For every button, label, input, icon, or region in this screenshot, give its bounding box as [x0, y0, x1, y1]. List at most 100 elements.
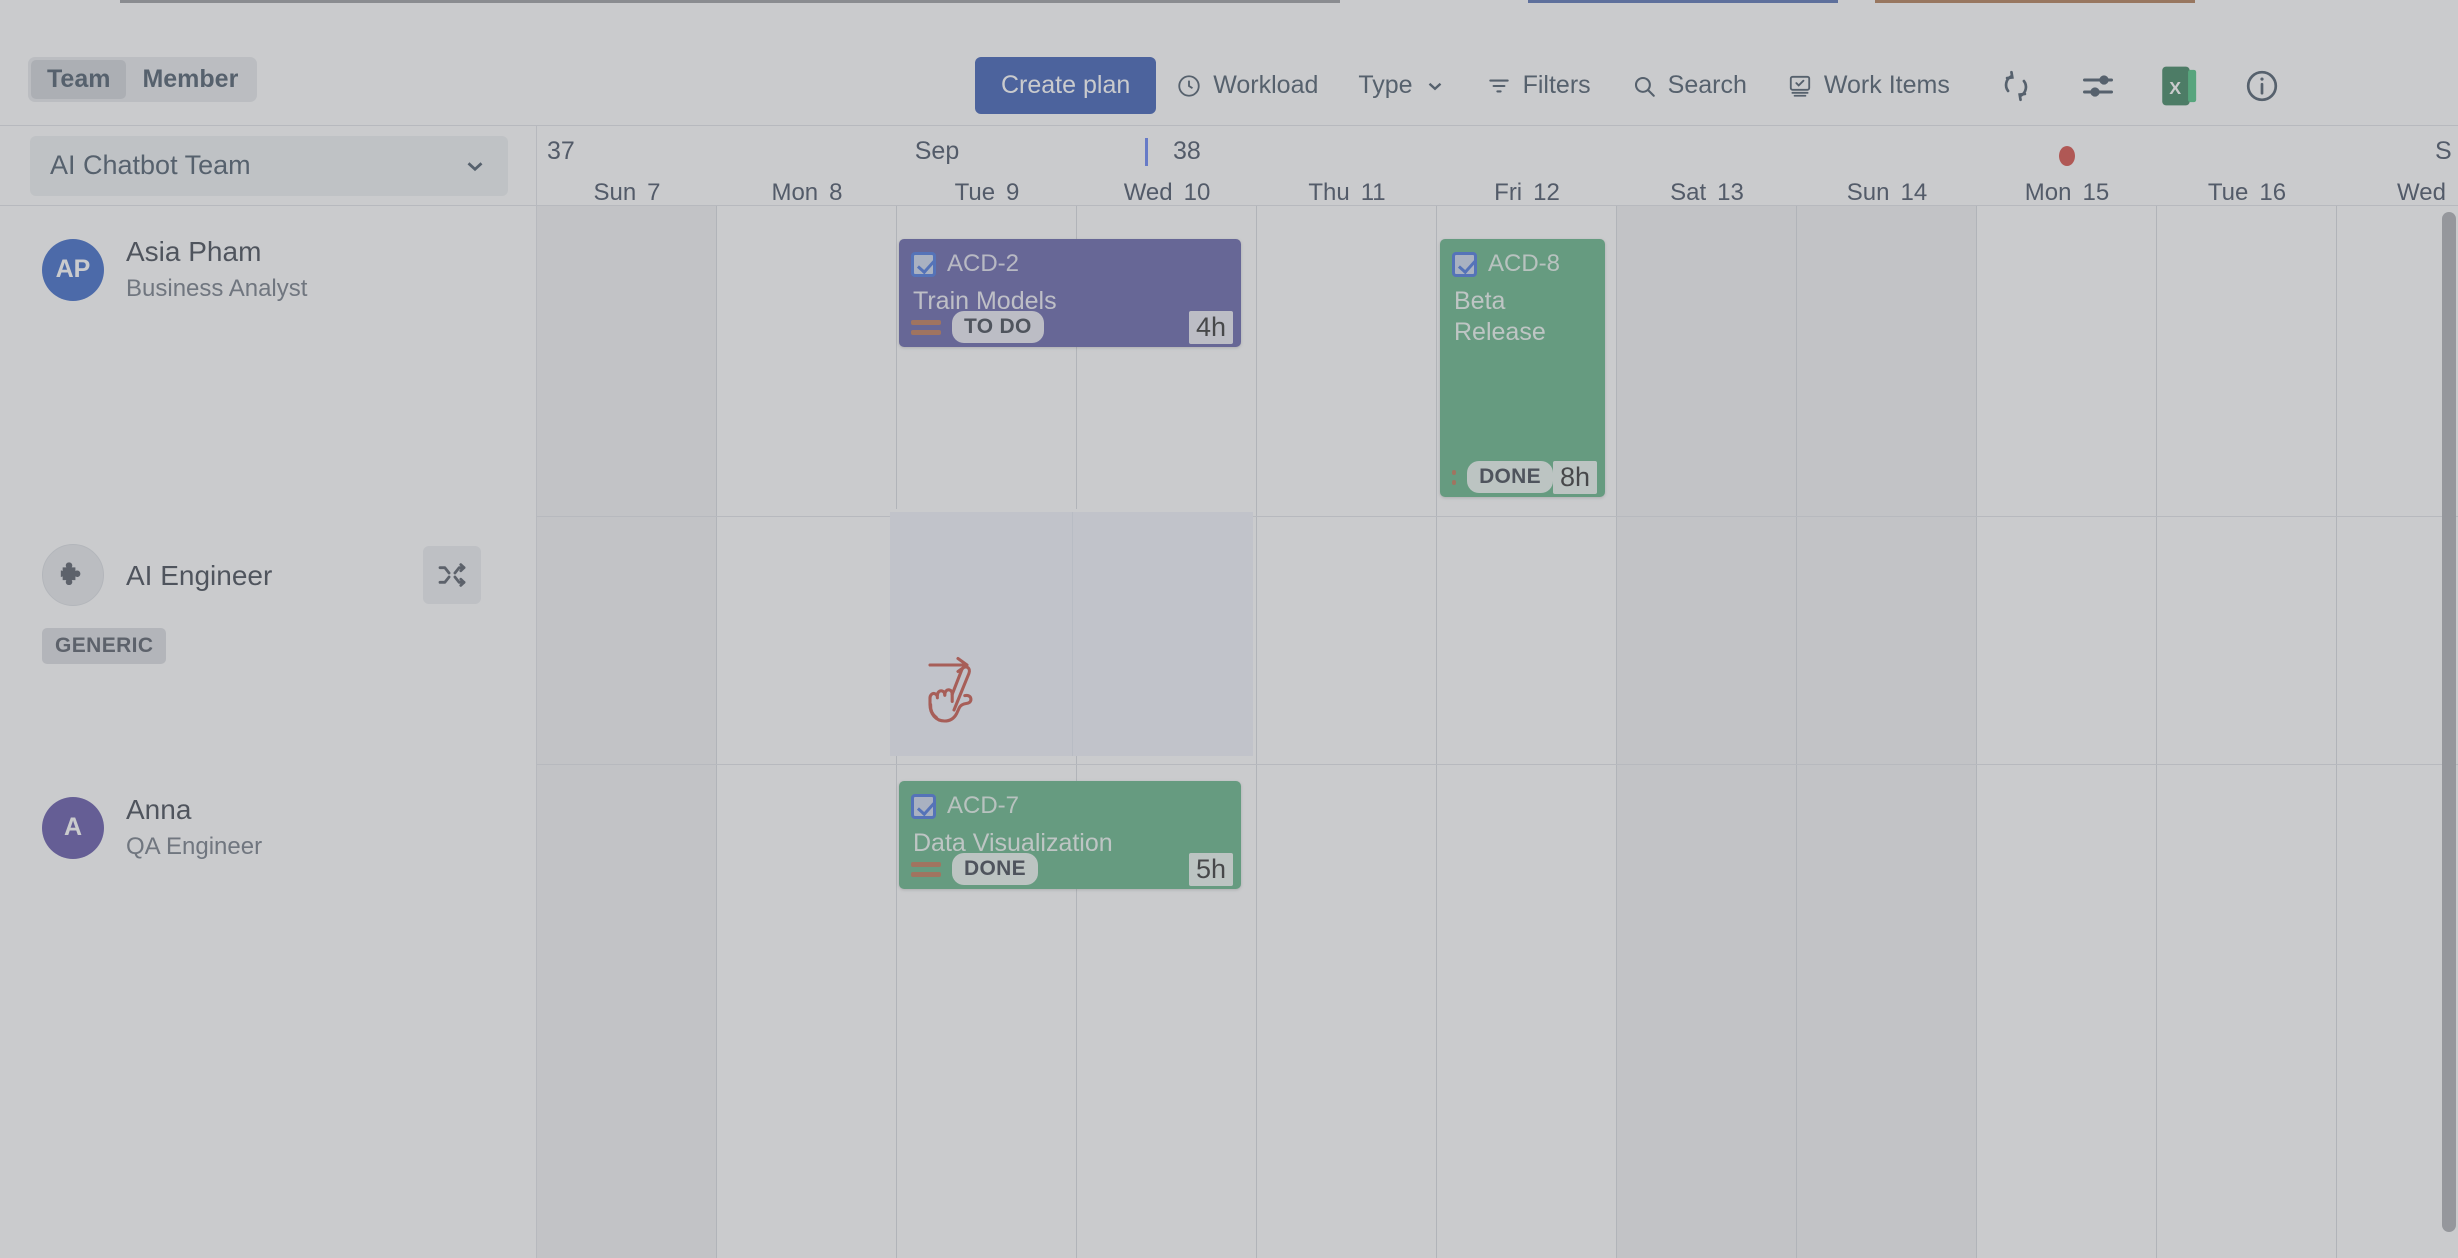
shuffle-icon[interactable] [423, 546, 481, 604]
view-toggle[interactable]: Team Member [28, 57, 258, 102]
view-toggle-member[interactable]: Member [142, 65, 239, 93]
day-number: 12 [1533, 179, 1560, 206]
status-badge: DONE [952, 853, 1038, 885]
card-footer: DONE 8h [1440, 457, 1605, 497]
day-header-cell: Wed [2337, 179, 2458, 206]
task-card[interactable]: ACD-2 Train Models TO DO 4h [899, 239, 1241, 347]
estimate-hours: 8h [1552, 460, 1597, 494]
day-of-week: Wed [2397, 179, 2446, 206]
puzzle-piece-icon [42, 544, 104, 606]
member-entry[interactable]: AP Asia Pham Business Analyst [0, 206, 536, 305]
task-card[interactable]: ACD-8 Beta Release DONE 8h [1440, 239, 1605, 497]
day-column[interactable] [2157, 206, 2337, 1258]
day-of-week: Sun [593, 179, 637, 206]
estimate-hours: 4h [1188, 310, 1233, 344]
toolbar-item-work-items-label: Work Items [1823, 71, 1950, 99]
top-strip-segment [120, 0, 1340, 3]
day-number: 11 [1360, 179, 1386, 206]
day-number: 9 [1006, 179, 1020, 206]
day-number: 14 [1900, 179, 1928, 206]
generic-badge: GENERIC [42, 628, 167, 664]
week-divider [1145, 138, 1148, 166]
card-header: ACD-8 [1440, 239, 1605, 278]
estimate-hours: 5h [1188, 852, 1233, 886]
member-entry[interactable]: AI Engineer [0, 516, 536, 606]
timeline-row: A Anna QA Engineer [0, 764, 2458, 1258]
day-of-week: Mon [771, 179, 819, 206]
sidebar-header: AI Chatbot Team [0, 126, 537, 206]
day-column[interactable] [1797, 206, 1977, 1258]
day-column[interactable] [2337, 206, 2458, 1258]
toolbar-item-search-label: Search [1667, 71, 1747, 99]
task-card[interactable]: ACD-7 Data Visualization DONE 5h [899, 781, 1241, 889]
day-header-cell: Thu 11 [1257, 179, 1437, 206]
card-header: ACD-2 [899, 239, 1241, 278]
priority-icon [911, 861, 941, 877]
task-checkbox-icon[interactable] [911, 251, 936, 277]
task-title: Beta Release [1454, 287, 1546, 347]
info-icon[interactable] [2234, 58, 2290, 114]
month-label-partial: S [2435, 137, 2452, 165]
top-cutoff-strip [0, 0, 2458, 13]
member-name: Anna [126, 794, 192, 825]
member-info: Anna QA Engineer [126, 792, 262, 863]
day-column[interactable] [537, 206, 717, 1258]
avatar: A [42, 796, 104, 859]
day-column[interactable] [1617, 206, 1797, 1258]
day-of-week: Mon [2024, 179, 2072, 206]
day-column[interactable] [1977, 206, 2157, 1258]
vertical-scrollbar[interactable] [2442, 212, 2456, 1252]
priority-icon [1452, 469, 1457, 485]
toolbar-item-filters[interactable]: Filters [1466, 61, 1611, 110]
toolbar-item-type[interactable]: Type [1338, 61, 1465, 110]
day-column[interactable] [1257, 206, 1437, 1258]
header-divider [537, 205, 2458, 206]
vertical-scrollbar-thumb[interactable] [2442, 212, 2456, 1232]
create-plan-button[interactable]: Create plan [975, 57, 1157, 114]
member-info: AI Engineer [126, 558, 272, 593]
day-of-week: Thu [1308, 179, 1350, 206]
day-header-cell: Sun 14 [1797, 179, 1977, 206]
top-strip-segment [1875, 0, 2195, 3]
day-columns [537, 206, 2458, 1258]
chevron-down-icon [1424, 75, 1446, 97]
day-header-cell: Mon 15 [1977, 179, 2157, 206]
task-checkbox-icon[interactable] [911, 793, 936, 819]
card-header: ACD-7 [899, 781, 1241, 820]
status-badge: TO DO [952, 311, 1044, 343]
day-number: 13 [1717, 179, 1744, 206]
task-checkbox-icon[interactable] [1452, 251, 1477, 277]
excel-export-icon[interactable]: X [2152, 58, 2208, 114]
team-selector-label: AI Chatbot Team [50, 150, 251, 180]
task-title: Train Models [913, 287, 1057, 315]
member-entry[interactable]: A Anna QA Engineer [0, 764, 536, 863]
task-key: ACD-8 [1488, 250, 1561, 277]
day-header-cell: Fri 12 [1437, 179, 1617, 206]
top-strip-segment [1528, 0, 1838, 3]
week-strip: 37 38 Sep S [537, 126, 2458, 180]
toolbar-item-work-items[interactable]: Work Items [1767, 61, 1970, 110]
toolbar-item-workload-label: Workload [1213, 71, 1319, 99]
week-number: 38 [1173, 137, 1201, 165]
day-of-week: Tue [954, 179, 996, 206]
day-of-week: Wed [1123, 179, 1173, 206]
refresh-icon[interactable] [1988, 58, 2044, 114]
card-footer: TO DO 4h [899, 307, 1241, 347]
settings-sliders-icon[interactable] [2070, 58, 2126, 114]
day-header-cell: Mon 8 [717, 179, 897, 206]
task-key: ACD-2 [947, 250, 1020, 277]
row-divider [0, 764, 2458, 765]
drop-zone[interactable] [890, 509, 1253, 756]
day-strip: Sun 7 Mon 8 Tue 9 Wed 10 Thu 11 Fri 12 Sat 13 Sun 14 Mon… [537, 146, 2458, 206]
toolbar-item-workload[interactable]: Workload [1156, 61, 1338, 110]
toolbar-item-search[interactable]: Search [1611, 61, 1767, 110]
toolbar-item-type-label: Type [1358, 71, 1413, 99]
day-number: 16 [2259, 179, 2287, 206]
view-toggle-team[interactable]: Team [31, 60, 127, 99]
priority-icon [911, 319, 941, 335]
day-header-cell: Tue 9 [897, 179, 1077, 206]
team-selector[interactable]: AI Chatbot Team [30, 135, 508, 196]
member-name: AI Engineer [126, 559, 273, 591]
day-number: 15 [2082, 179, 2110, 206]
work-items-icon [1787, 73, 1813, 99]
